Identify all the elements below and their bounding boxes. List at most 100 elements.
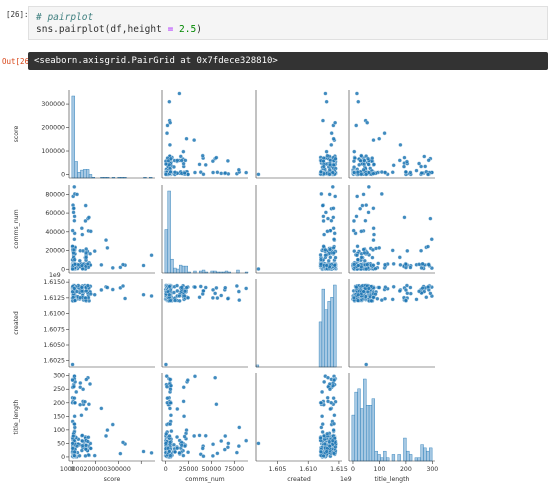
scatter-point bbox=[329, 218, 334, 223]
histogram-bar bbox=[363, 378, 367, 462]
scatter-point bbox=[72, 257, 77, 262]
scatter-point bbox=[70, 446, 75, 451]
histogram-bar bbox=[403, 437, 407, 462]
scatter-point bbox=[365, 289, 370, 295]
y-tick-label: 1.6100 bbox=[43, 311, 65, 318]
histogram-bar bbox=[333, 284, 337, 368]
scatter-point bbox=[70, 362, 75, 367]
scatter-point bbox=[318, 252, 323, 257]
pairplot-figure: 0100000200000300000score0200004000060000… bbox=[13, 90, 438, 483]
scatter-point bbox=[80, 248, 86, 253]
scatter-point bbox=[83, 443, 89, 448]
scatter-point bbox=[223, 285, 228, 290]
scatter-point bbox=[110, 287, 115, 292]
panel-created-vs-score bbox=[68, 279, 155, 368]
histogram-bar bbox=[77, 172, 81, 179]
panel-created-vs-created bbox=[255, 279, 342, 368]
scatter-point bbox=[177, 293, 182, 299]
scatter-point bbox=[363, 218, 368, 223]
histogram-bar bbox=[321, 288, 325, 368]
scatter-point bbox=[321, 159, 326, 164]
scatter-point bbox=[320, 429, 325, 435]
scatter-point bbox=[390, 297, 395, 302]
scatter-point bbox=[329, 131, 334, 136]
scatter-point bbox=[331, 428, 336, 433]
scatter-point bbox=[72, 237, 77, 242]
scatter-point bbox=[422, 154, 427, 159]
histogram-bar bbox=[167, 190, 171, 274]
histogram-bar bbox=[318, 321, 323, 368]
scatter-point bbox=[359, 172, 364, 177]
scatter-point bbox=[86, 435, 91, 440]
y-tick-label: 0 bbox=[61, 454, 65, 461]
scatter-point bbox=[197, 295, 202, 300]
scatter-point bbox=[382, 131, 387, 136]
scatter-point bbox=[331, 226, 336, 231]
scatter-point bbox=[164, 131, 170, 136]
scatter-point bbox=[362, 162, 367, 167]
scatter-point bbox=[364, 172, 369, 177]
scatter-point bbox=[181, 399, 186, 404]
scatter-point bbox=[120, 283, 126, 289]
scatter-point bbox=[352, 170, 357, 175]
scatter-point bbox=[168, 440, 173, 445]
x-tick-label: 1.615 bbox=[330, 466, 348, 473]
scatter-point bbox=[118, 265, 123, 270]
histogram-bar bbox=[360, 408, 364, 462]
scatter-point bbox=[71, 206, 76, 211]
scatter-point bbox=[165, 396, 170, 401]
panel-comms_num-vs-score bbox=[68, 184, 155, 274]
scatter-point bbox=[72, 184, 77, 189]
scatter-point bbox=[70, 228, 75, 233]
y-tick-label: 100 bbox=[53, 427, 65, 434]
scatter-point bbox=[78, 380, 83, 386]
code-call-text: sns.pairplot(df,height bbox=[36, 24, 168, 35]
scatter-point bbox=[84, 255, 89, 260]
scatter-point bbox=[428, 291, 433, 296]
scatter-point bbox=[360, 203, 365, 208]
code-input-cell[interactable]: # pairplot sns.pairplot(df,height = 2.5) bbox=[28, 6, 548, 40]
scatter-point bbox=[80, 433, 85, 438]
scatter-point bbox=[330, 184, 335, 189]
scatter-point bbox=[223, 171, 228, 176]
scatter-point bbox=[364, 266, 369, 272]
scatter-point bbox=[110, 422, 115, 427]
scatter-point bbox=[256, 441, 261, 446]
scatter-point bbox=[333, 120, 338, 125]
scatter-point bbox=[408, 265, 413, 270]
scatter-point bbox=[198, 284, 203, 289]
scatter-point bbox=[331, 245, 336, 250]
scatter-point bbox=[357, 162, 362, 167]
scatter-point bbox=[390, 248, 395, 253]
scatter-point bbox=[323, 247, 328, 252]
scatter-point bbox=[173, 449, 178, 454]
y-tick-label: 200 bbox=[53, 400, 65, 407]
scatter-point bbox=[417, 289, 422, 294]
scatter-point bbox=[355, 298, 360, 303]
scatter-point bbox=[244, 438, 249, 443]
scatter-point bbox=[163, 441, 168, 446]
y-tick-label: 0 bbox=[61, 266, 65, 273]
scatter-point bbox=[377, 245, 382, 250]
y-tick-label: 100000 bbox=[41, 148, 65, 155]
histogram-bar bbox=[357, 388, 361, 462]
histogram-bar bbox=[426, 450, 430, 462]
scatter-point bbox=[84, 247, 89, 252]
histogram-bar bbox=[255, 364, 260, 368]
scatter-point bbox=[81, 387, 86, 392]
scatter-point bbox=[359, 255, 364, 260]
scatter-point bbox=[168, 422, 173, 427]
scatter-point bbox=[71, 433, 76, 439]
panel-created-vs-comms_num bbox=[161, 279, 249, 368]
histogram-bar bbox=[85, 169, 90, 179]
scatter-point bbox=[323, 210, 328, 215]
scatter-point bbox=[88, 251, 93, 256]
scatter-point bbox=[83, 295, 88, 300]
histogram-bar bbox=[380, 457, 384, 462]
scatter-point bbox=[370, 156, 375, 161]
scatter-point bbox=[325, 229, 330, 234]
scatter-point bbox=[70, 378, 75, 383]
scatter-point bbox=[371, 232, 377, 237]
scatter-point bbox=[83, 447, 88, 452]
panel-title_length-vs-comms_num bbox=[161, 373, 249, 462]
